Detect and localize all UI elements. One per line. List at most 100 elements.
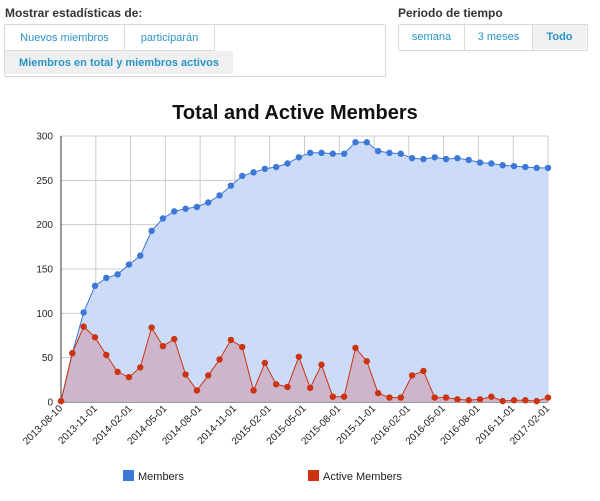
period-option-all[interactable]: Todo <box>533 25 586 49</box>
data-point <box>148 324 155 331</box>
data-point <box>91 334 99 341</box>
data-point <box>216 356 223 363</box>
data-point <box>465 156 472 164</box>
chart-points <box>57 139 552 405</box>
y-tick-label: 100 <box>36 309 53 320</box>
data-point <box>182 371 189 378</box>
y-tick-label: 300 <box>36 132 53 143</box>
data-point <box>103 274 110 282</box>
x-axis: 2013-08-102013-11-012014-02-012014-05-01… <box>21 403 552 447</box>
stats-filter-row-divider <box>4 50 215 51</box>
period-option-week[interactable]: semana <box>411 31 452 43</box>
data-point <box>454 396 461 403</box>
data-point <box>272 163 280 171</box>
data-point <box>352 344 359 352</box>
data-point <box>125 373 133 381</box>
period-filter-divider <box>464 24 465 50</box>
data-point <box>171 208 178 215</box>
data-point <box>227 336 235 344</box>
data-point <box>431 154 438 161</box>
data-point <box>431 394 438 401</box>
members-chart: Total and Active Members 0 50 100 150 200 250… <box>21 102 552 483</box>
data-point <box>454 154 461 162</box>
data-point <box>544 394 552 401</box>
data-point <box>408 154 416 162</box>
series-area <box>61 326 548 402</box>
data-point <box>386 394 393 401</box>
data-point <box>80 309 87 316</box>
chart-legend: Members Active Members <box>123 470 402 483</box>
period-option-3-months[interactable]: 3 meses <box>477 31 520 43</box>
data-point <box>510 397 518 404</box>
y-tick-label: 0 <box>47 398 53 409</box>
data-point <box>125 261 133 268</box>
data-point <box>193 387 201 394</box>
data-point <box>171 335 178 343</box>
data-point <box>533 164 540 172</box>
series-area <box>61 142 548 402</box>
data-point <box>103 351 110 359</box>
data-point <box>488 393 495 400</box>
data-point <box>329 393 337 400</box>
data-point <box>250 387 257 394</box>
data-point <box>261 165 269 173</box>
y-tick-label: 250 <box>36 176 53 187</box>
data-point <box>363 358 370 365</box>
data-point <box>295 154 303 161</box>
data-point <box>239 343 246 351</box>
chart-areas <box>61 142 548 402</box>
stats-option-new-members[interactable]: Nuevos miembros <box>20 31 109 44</box>
data-point <box>205 199 212 206</box>
y-axis: 0 50 100 150 200 250 300 <box>36 132 53 409</box>
data-point <box>476 396 484 403</box>
stats-option-total-active[interactable]: Miembros en total y miembros activos <box>5 51 233 74</box>
data-point <box>69 350 76 357</box>
stats-filter-divider <box>214 24 215 50</box>
stats-filter-divider <box>124 24 125 50</box>
data-point <box>216 192 223 199</box>
legend-swatch <box>123 470 134 481</box>
data-point <box>57 397 65 405</box>
data-point <box>374 147 382 155</box>
data-point <box>114 368 121 376</box>
data-point <box>397 394 404 401</box>
data-point <box>522 163 529 171</box>
data-point <box>193 203 201 211</box>
data-point <box>250 169 257 176</box>
data-point <box>261 359 269 367</box>
data-point <box>295 353 303 360</box>
legend-label: Active Members <box>323 471 402 483</box>
data-point <box>386 149 393 157</box>
data-point <box>80 323 87 330</box>
data-point <box>533 397 540 405</box>
data-point <box>544 164 552 172</box>
data-point <box>329 150 337 157</box>
legend-swatch <box>308 470 319 481</box>
data-point <box>318 361 325 368</box>
data-point <box>91 282 99 290</box>
data-point <box>340 393 348 400</box>
data-point <box>499 397 506 405</box>
y-tick-label: 50 <box>42 353 54 364</box>
stats-filter-label: Mostrar estadísticas de: <box>5 6 143 20</box>
data-point <box>408 372 416 379</box>
data-point <box>148 227 155 235</box>
data-point <box>284 160 291 167</box>
data-point <box>510 162 518 170</box>
stats-option-participants[interactable]: participarán <box>140 31 199 44</box>
data-point <box>442 394 450 401</box>
y-tick-label: 200 <box>36 220 53 231</box>
data-point <box>239 172 246 180</box>
data-point <box>137 364 144 371</box>
data-point <box>363 139 370 146</box>
period-filter-divider <box>532 24 533 50</box>
data-point <box>318 149 325 157</box>
data-point <box>374 389 382 397</box>
data-point <box>499 162 506 169</box>
legend-label: Members <box>138 471 184 483</box>
data-point <box>284 383 291 391</box>
data-point <box>227 182 235 189</box>
y-tick-label: 150 <box>36 265 53 276</box>
data-point <box>476 159 484 166</box>
data-point <box>442 155 450 163</box>
